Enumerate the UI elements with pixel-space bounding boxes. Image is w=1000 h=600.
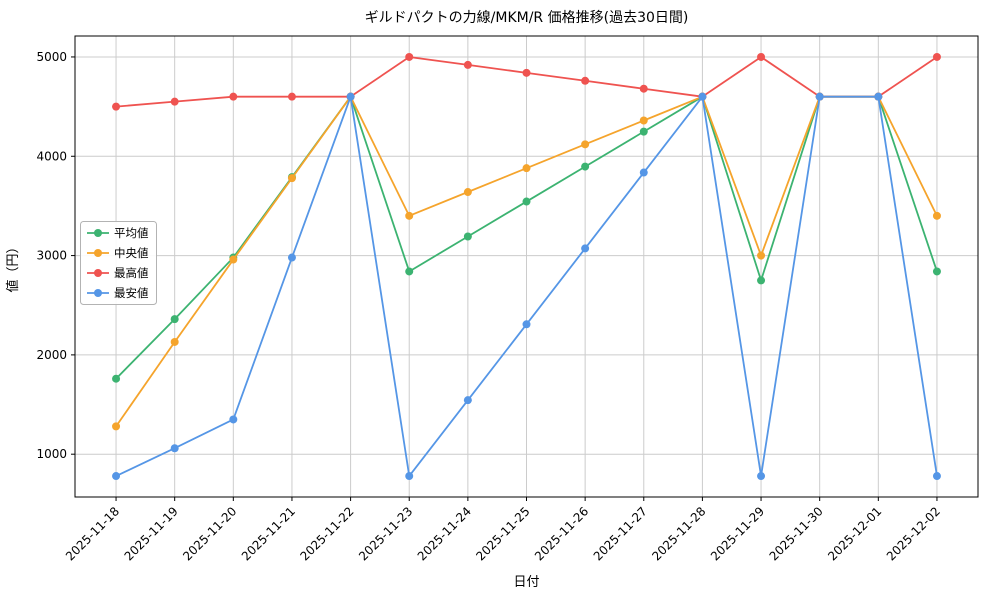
data-point-marker — [112, 102, 121, 111]
data-point-marker — [229, 255, 238, 264]
data-point-marker — [639, 116, 648, 125]
legend-label: 平均値 — [114, 226, 149, 240]
data-point-marker — [522, 164, 531, 173]
data-point-marker — [405, 472, 414, 481]
data-point-marker — [932, 267, 941, 276]
data-point-marker — [229, 92, 238, 101]
legend-label: 最高値 — [114, 266, 149, 280]
data-point-marker — [287, 253, 296, 262]
data-point-marker — [932, 211, 941, 220]
legend-marker — [94, 269, 102, 277]
y-tick-label: 2000 — [36, 348, 67, 362]
chart-title: ギルドパクトの力線/MKM/R 価格推移(過去30日間) — [365, 10, 689, 26]
data-point-marker — [170, 444, 179, 453]
data-point-marker — [757, 276, 766, 285]
data-point-marker — [112, 374, 121, 383]
grid — [75, 36, 978, 497]
data-point-marker — [170, 315, 179, 324]
data-point-marker — [932, 472, 941, 481]
data-point-marker — [405, 52, 414, 61]
data-point-marker — [757, 52, 766, 61]
data-point-marker — [170, 97, 179, 106]
data-point-marker — [287, 174, 296, 183]
data-point-marker — [112, 472, 121, 481]
legend-label: 最安値 — [114, 286, 149, 300]
legend-marker — [94, 289, 102, 297]
data-point-marker — [463, 396, 472, 405]
legend-entry-max: 最高値 — [87, 266, 149, 280]
y-tick-label: 5000 — [36, 50, 67, 64]
data-point-marker — [757, 251, 766, 260]
data-point-marker — [522, 320, 531, 329]
y-tick-label: 1000 — [36, 447, 67, 461]
data-point-marker — [581, 140, 590, 149]
data-point-marker — [639, 168, 648, 177]
data-point-marker — [815, 92, 824, 101]
legend-label: 中央値 — [114, 246, 149, 260]
data-point-marker — [522, 68, 531, 77]
y-axis-label: 値（円） — [5, 240, 21, 292]
data-point-marker — [463, 188, 472, 197]
y-axis: 1000 2000 3000 4000 5000 — [36, 50, 75, 461]
data-point-marker — [639, 84, 648, 93]
data-point-marker — [639, 127, 648, 136]
legend-entry-average: 平均値 — [87, 226, 149, 240]
legend-box — [80, 221, 157, 305]
data-point-marker — [112, 422, 121, 431]
data-point-marker — [581, 162, 590, 171]
series-min — [112, 92, 941, 481]
data-point-marker — [170, 337, 179, 346]
y-tick-label: 3000 — [36, 249, 67, 263]
data-point-marker — [581, 76, 590, 85]
data-point-marker — [229, 415, 238, 424]
legend-marker — [94, 249, 102, 257]
legend-marker — [94, 229, 102, 237]
data-point-marker — [463, 232, 472, 241]
data-point-marker — [932, 52, 941, 61]
data-point-marker — [757, 472, 766, 481]
data-point-marker — [581, 244, 590, 253]
data-point-marker — [463, 60, 472, 69]
data-point-marker — [405, 267, 414, 276]
data-point-marker — [698, 92, 707, 101]
data-point-marker — [522, 197, 531, 206]
data-point-marker — [405, 211, 414, 220]
data-point-marker — [287, 92, 296, 101]
data-point-marker — [346, 92, 355, 101]
x-axis-label: 日付 — [513, 575, 539, 590]
legend-entry-min: 最安値 — [87, 286, 149, 300]
y-tick-label: 4000 — [36, 149, 67, 163]
data-point-marker — [874, 92, 883, 101]
legend-entry-median: 中央値 — [87, 246, 149, 260]
